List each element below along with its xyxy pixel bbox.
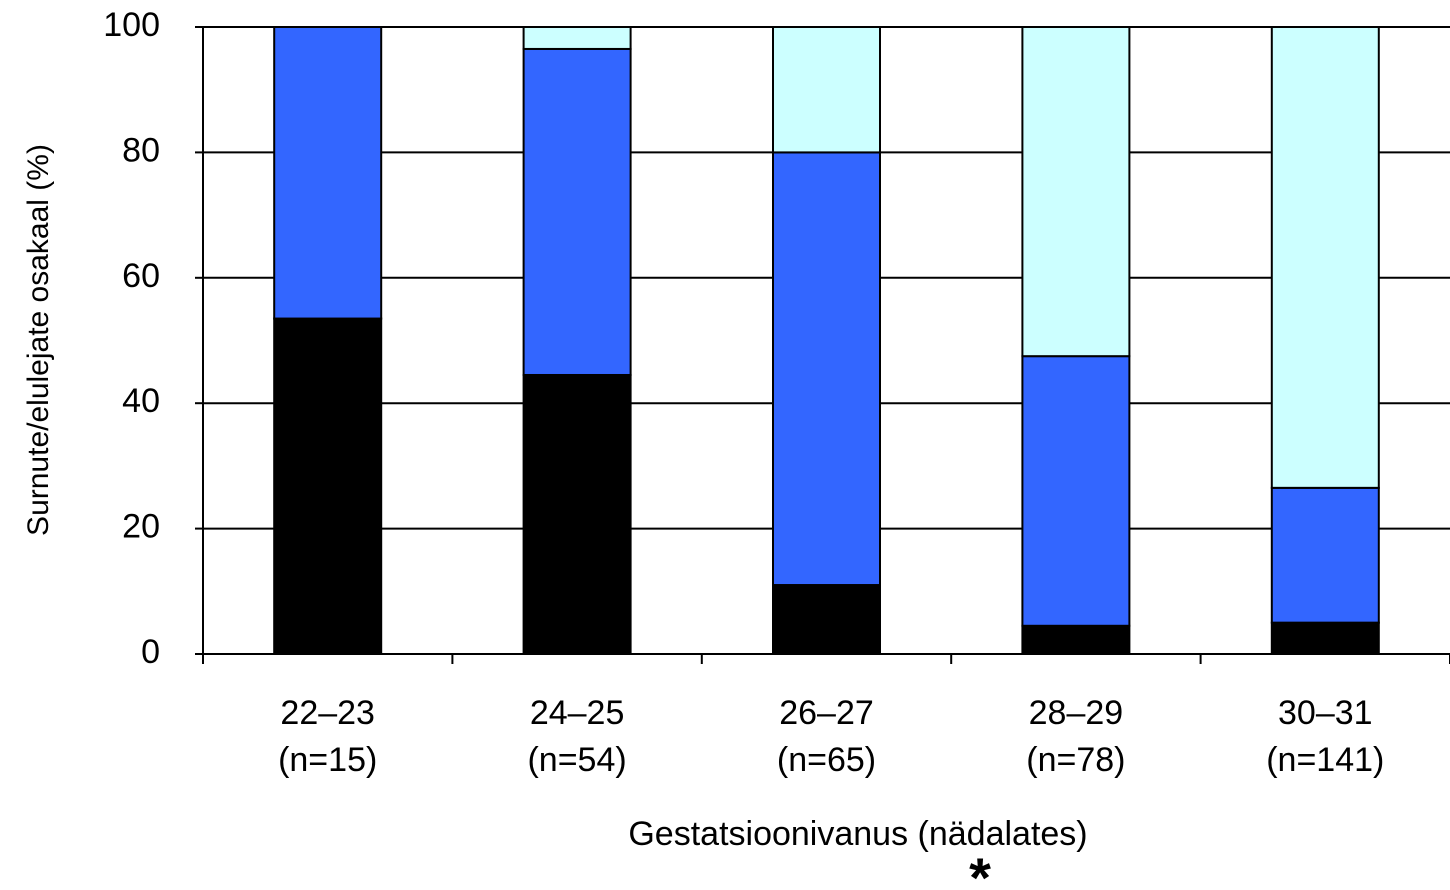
bar-segment <box>1270 621 1380 656</box>
y-tick-label: 80 <box>122 131 160 169</box>
x-tick-label: 26–27 <box>779 694 874 732</box>
y-tick-label: 40 <box>122 382 160 420</box>
bar-segment <box>522 26 632 50</box>
bar-segment <box>522 47 632 376</box>
bar-segment <box>273 26 383 320</box>
bar-segment <box>772 26 881 154</box>
bar-segment <box>1270 486 1380 624</box>
y-tick-label: 100 <box>103 6 160 44</box>
x-tick-label: 30–31 <box>1278 694 1373 732</box>
x-tick-sublabel: (n=15) <box>278 741 377 779</box>
y-axis-label: Surnute/elulejate osakaal (%) <box>22 144 55 536</box>
bar-segment <box>1021 26 1131 358</box>
x-tick-label: 22–23 <box>280 694 375 732</box>
bar-segment <box>522 373 632 655</box>
bar-segment <box>772 151 881 587</box>
bar-segment <box>1021 624 1131 655</box>
bar-segment <box>273 317 383 655</box>
y-tick-label: 60 <box>122 257 160 295</box>
bar-segment <box>772 584 881 656</box>
x-axis-label: Gestatsioonivanus (nädalates) <box>628 815 1087 853</box>
bar-segment <box>1021 355 1131 627</box>
annotation: * <box>969 846 991 890</box>
bar-segment <box>1270 26 1380 489</box>
x-tick-sublabel: (n=141) <box>1266 741 1384 779</box>
x-tick-sublabel: (n=78) <box>1026 741 1125 779</box>
x-tick-sublabel: (n=54) <box>527 741 626 779</box>
x-tick-label: 24–25 <box>530 694 625 732</box>
y-tick-label: 0 <box>141 633 160 671</box>
y-tick-label: 20 <box>122 508 160 546</box>
x-tick-label: 28–29 <box>1029 694 1124 732</box>
x-tick-sublabel: (n=65) <box>777 741 876 779</box>
